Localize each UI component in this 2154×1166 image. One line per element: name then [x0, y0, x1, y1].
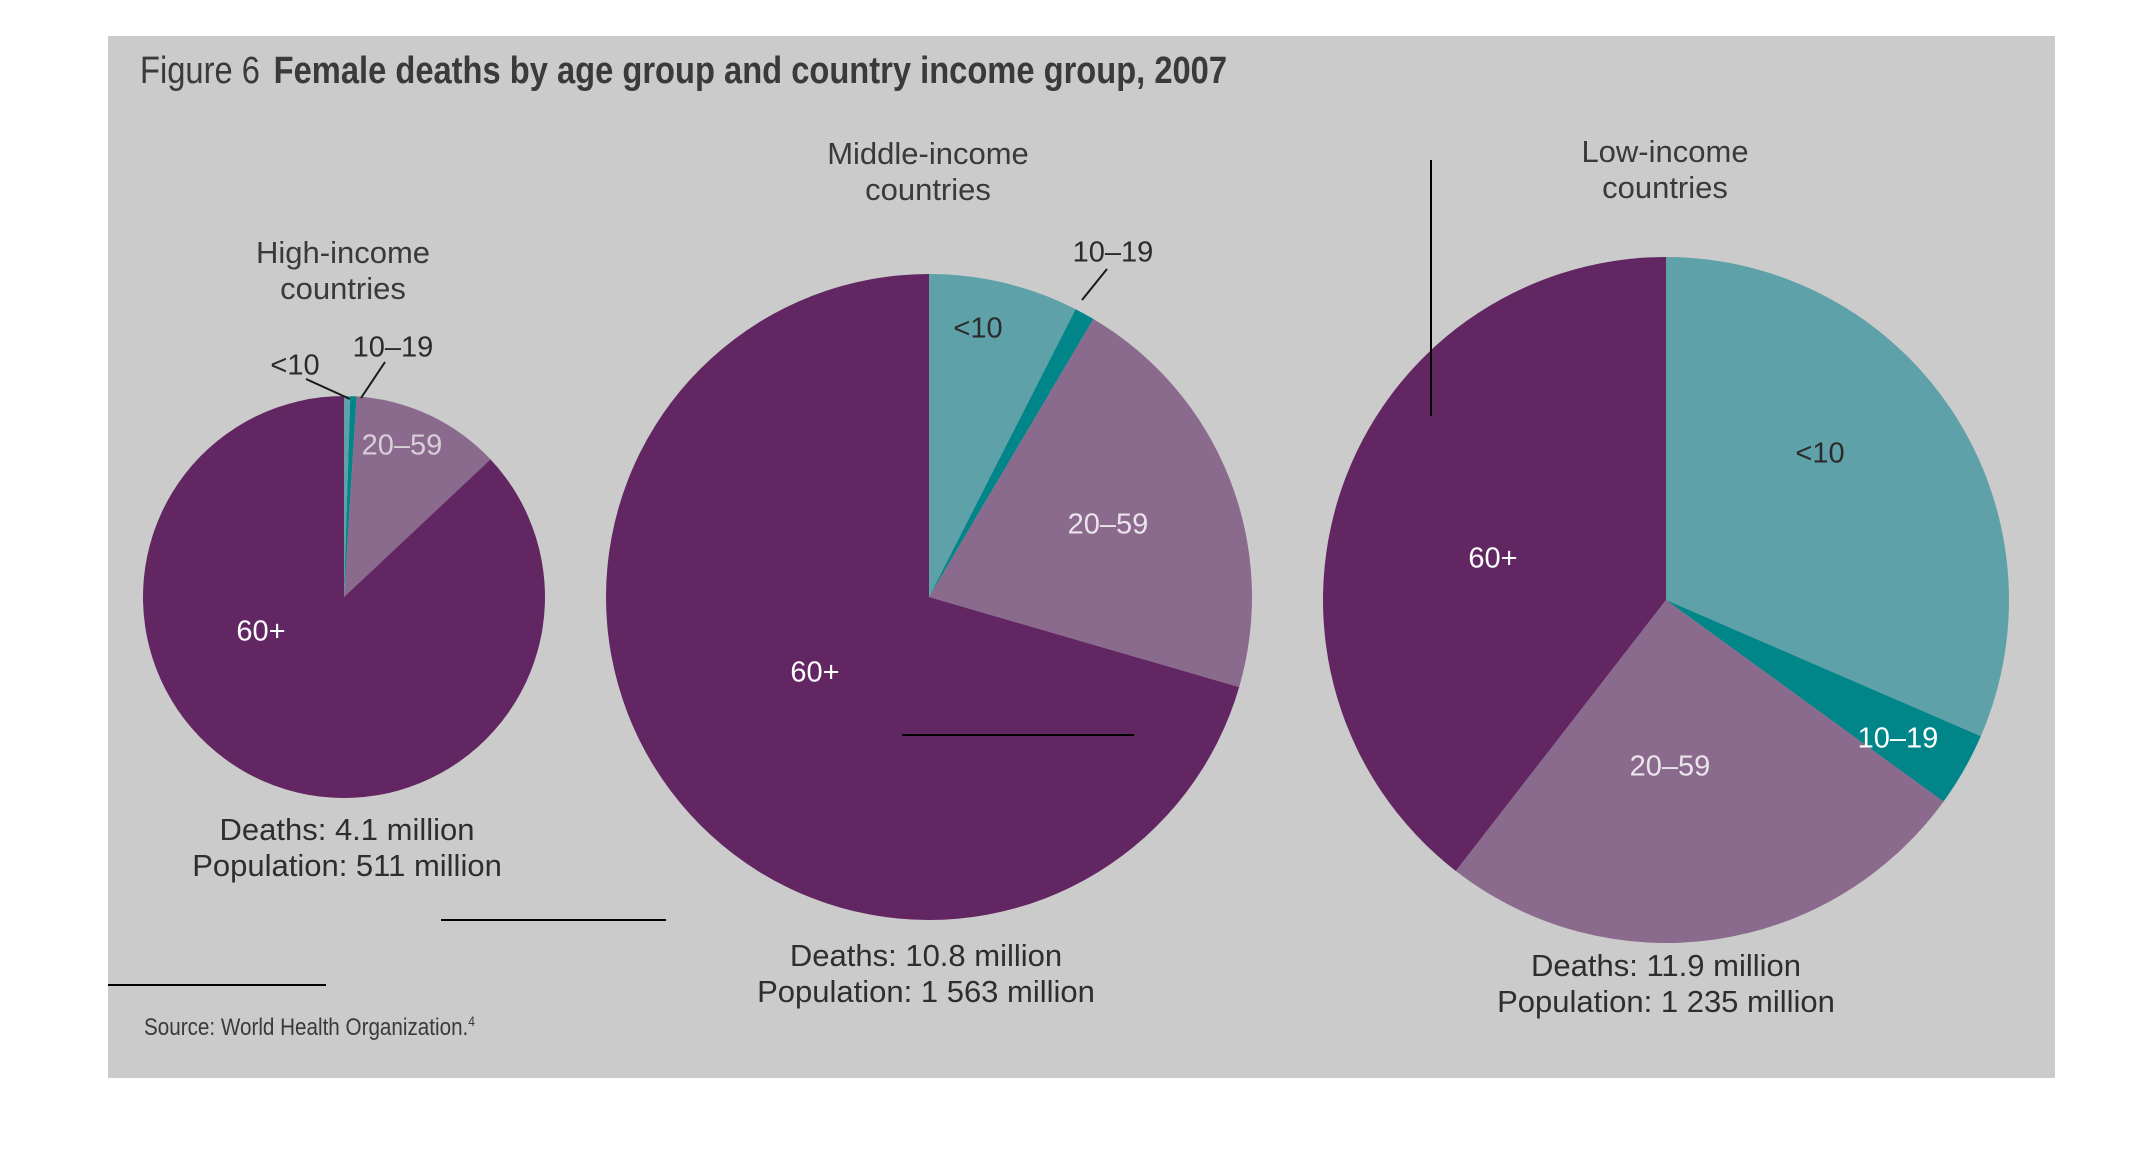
high-income-slice-age-10-19: [344, 396, 357, 597]
low-income-deaths: Deaths: 11.9 million: [1531, 948, 1801, 983]
low-income-label-age-60-plus: 60+: [1468, 543, 1517, 575]
middle-income-slice-age-10-19: [929, 309, 1094, 597]
high-income-label-age-60-plus: 60+: [236, 616, 285, 648]
low-income-slice-age-20-59: [1455, 600, 1944, 943]
low-income-label-age-20-59: 20–59: [1630, 751, 1711, 783]
high-income-deaths: Deaths: 4.1 million: [219, 812, 475, 847]
divider-rule: [1430, 160, 1432, 416]
high-income-label-age-20-59: 20–59: [362, 430, 443, 462]
middle-income-slice-age-60-plus: [605, 273, 1240, 920]
high-income-callout-line: [305, 378, 351, 400]
middle-income-label-age-20-59: 20–59: [1068, 509, 1149, 541]
high-income-callout-line: [360, 361, 386, 399]
divider-rule: [902, 734, 1134, 736]
divider-rule: [441, 919, 666, 921]
middle-income-label-under-10: <10: [953, 313, 1002, 345]
high-income-slice-age-60-plus: [142, 396, 545, 798]
middle-income-deaths: Deaths: 10.8 million: [789, 938, 1063, 973]
low-income-label-age-10-19: 10–19: [1858, 723, 1939, 755]
middle-income-label-age-10-19: 10–19: [1073, 237, 1154, 269]
middle-income-population: Population: 1 563 million: [757, 974, 1095, 1009]
high-income-slice-age-20-59: [344, 396, 491, 597]
low-income-slice-age-10-19: [1666, 600, 1981, 802]
figure-title-text: Female deaths by age group and country i…: [273, 50, 1228, 92]
high-income-slice-under-10: [344, 396, 351, 597]
low-income-title: Low-income countries: [1581, 134, 1749, 205]
divider-rule: [108, 984, 326, 986]
source-note: Source: World Health Organization.4: [144, 1013, 475, 1042]
source-ref: 4: [468, 1013, 475, 1029]
figure-title: Figure 6 Female deaths by age group and c…: [140, 50, 1227, 93]
figure-number: Figure 6: [140, 50, 260, 92]
middle-income-title: Middle-income countries: [827, 136, 1029, 207]
low-income-population: Population: 1 235 million: [1497, 984, 1835, 1019]
low-income-slice-under-10: [1666, 257, 2009, 737]
middle-income-slice-under-10: [929, 274, 1076, 597]
middle-income-slice-age-20-59: [929, 318, 1252, 688]
middle-income-label-age-60-plus: 60+: [790, 657, 839, 689]
source-text: Source: World Health Organization.: [144, 1014, 469, 1041]
high-income-population: Population: 511 million: [192, 848, 502, 883]
low-income-label-under-10: <10: [1795, 438, 1844, 470]
high-income-label-under-10: <10: [270, 350, 319, 382]
high-income-label-age-10-19: 10–19: [353, 332, 434, 364]
low-income-slice-age-60-plus: [1323, 257, 1666, 872]
high-income-title: High-income countries: [255, 235, 431, 306]
middle-income-callout-line: [1081, 268, 1108, 301]
